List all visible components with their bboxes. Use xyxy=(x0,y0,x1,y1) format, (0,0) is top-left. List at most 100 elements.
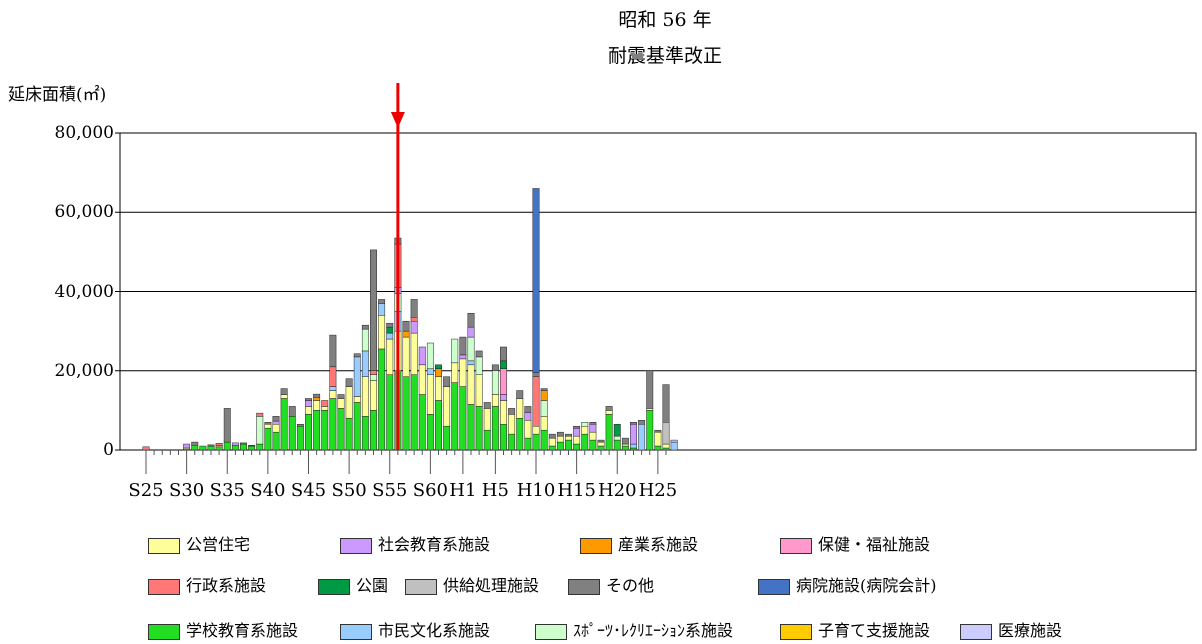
bar-segment-sports xyxy=(426,342,434,370)
bar-segment-sports xyxy=(361,328,369,352)
legend-label: 公営住宅 xyxy=(186,535,251,554)
bar-segment-gakko xyxy=(288,416,296,451)
bar-segment-koei xyxy=(573,435,581,445)
bar-segment-iryo xyxy=(670,439,678,443)
bar-segment-gakko xyxy=(532,433,540,451)
bar-segment-gakko xyxy=(597,445,605,451)
legend-swatch xyxy=(580,538,612,554)
legend-label: 学校教育系施設 xyxy=(186,621,299,640)
annotation-line2: 耐震基準改正 xyxy=(607,45,722,67)
bar-segment-koei xyxy=(565,435,572,441)
bar-segment-sonota xyxy=(654,429,662,433)
bar-segment-gakko xyxy=(426,414,434,451)
bar-segment-shakai xyxy=(418,346,426,366)
bar-segment-gakko xyxy=(329,398,337,451)
bar-segment-sports xyxy=(467,336,475,362)
bar-segment-sonota xyxy=(378,299,386,304)
legend-swatch xyxy=(148,538,180,554)
bar-segment-bunka xyxy=(386,332,394,340)
bar-segment-gakko xyxy=(410,374,418,451)
bar-segment-gakko xyxy=(264,427,272,451)
bar-segment-sonota xyxy=(410,299,418,318)
bar-segment-gakko xyxy=(191,445,199,451)
bar-segment-gakko xyxy=(386,374,394,451)
bar-segment-gakko xyxy=(654,445,662,451)
bar-segment-koei xyxy=(508,414,516,435)
x-tick-label: H20 xyxy=(597,480,637,501)
legend-swatch xyxy=(568,579,600,595)
bar-segment-sonota xyxy=(483,402,491,409)
bar-segment-sangyo xyxy=(435,368,442,377)
bar-segment-sports xyxy=(540,400,548,417)
bar-segment-gakko xyxy=(613,439,621,451)
bar-segment-sonota xyxy=(337,394,345,399)
bar-segment-gakko xyxy=(248,445,256,451)
legend-label: 保健・福祉施設 xyxy=(818,535,931,554)
bar-segment-koei xyxy=(410,332,418,375)
bar-segment-sonota xyxy=(402,320,410,332)
bar-segment-gakko xyxy=(418,394,426,451)
bar-segment-gakko xyxy=(646,410,654,451)
bar-segment-gakko xyxy=(491,406,499,451)
x-tick-label: H15 xyxy=(557,480,596,501)
bar-segment-gakko xyxy=(321,410,329,451)
bar-segment-gakko xyxy=(378,348,386,451)
bar-segment-shakai xyxy=(589,423,597,433)
bar-segment-sonota xyxy=(621,437,629,445)
bar-segment-koen xyxy=(435,364,442,370)
legend-label: 公園 xyxy=(356,576,389,595)
bar-segment-sonota xyxy=(540,388,548,391)
bar-segment-hoken xyxy=(500,368,507,395)
bar-segment-gakko xyxy=(516,418,524,451)
bar-segment-koei xyxy=(418,364,426,395)
bar-segment-gakko xyxy=(581,433,589,451)
bar-segment-shakai xyxy=(467,326,475,338)
bar-segment-sports xyxy=(256,416,264,445)
bar-segment-gakko xyxy=(402,376,410,451)
bar-segment-koei xyxy=(621,443,629,447)
bar-segment-sonota xyxy=(573,425,581,429)
bar-segment-gakko xyxy=(313,410,321,451)
legend-row: 公営住宅 社会教育系施設 産業系施設 保健・福祉施設 xyxy=(0,535,1202,557)
bar-segment-gyosei xyxy=(142,446,150,451)
bar-segment-sonota xyxy=(475,350,483,358)
x-tick-label: S35 xyxy=(209,480,245,501)
bar-segment-sonota xyxy=(548,433,556,439)
bar-segment-byoin xyxy=(532,188,540,373)
bar-segment-sports xyxy=(370,374,377,381)
legend-swatch xyxy=(148,624,180,640)
legend-swatch xyxy=(340,538,372,554)
bar-segment-koei xyxy=(402,336,410,377)
axes xyxy=(115,83,667,474)
x-tick-label: H10 xyxy=(516,480,556,501)
bar-segment-koei xyxy=(662,443,670,449)
bar-segment-koei xyxy=(581,425,589,435)
bar-segment-sonota xyxy=(516,390,524,399)
legend-label: 行政系施設 xyxy=(186,576,267,595)
bar-segment-bunka xyxy=(353,356,361,397)
bar-segment-gakko xyxy=(199,445,207,451)
x-tick-label: S40 xyxy=(250,480,286,501)
legend-swatch xyxy=(405,579,437,595)
legend-label: その他 xyxy=(606,576,655,595)
bar-segment-sonota xyxy=(361,324,369,330)
annotation-line1: 昭和 56 年 xyxy=(618,9,712,31)
bar-segment-koei xyxy=(443,386,451,427)
bars-layer xyxy=(142,188,678,451)
bar-segment-gyosei xyxy=(215,443,223,446)
bar-segment-sonota xyxy=(556,431,564,437)
bar-segment-gakko xyxy=(589,439,597,451)
legend-swatch xyxy=(758,579,790,595)
bar-segment-sangyo xyxy=(402,330,410,338)
bar-segment-koei xyxy=(475,374,483,407)
bar-segment-gakko xyxy=(215,446,223,451)
bar-segment-koen xyxy=(386,326,394,334)
bar-segment-gakko xyxy=(240,443,247,451)
bar-segment-sonota xyxy=(264,422,272,425)
bar-segment-gyosei xyxy=(532,376,540,427)
bar-segment-sonota xyxy=(288,406,296,417)
bar-segment-gakko xyxy=(605,414,613,451)
bar-segment-sonota xyxy=(370,249,377,371)
bar-segment-gakko xyxy=(483,429,491,451)
